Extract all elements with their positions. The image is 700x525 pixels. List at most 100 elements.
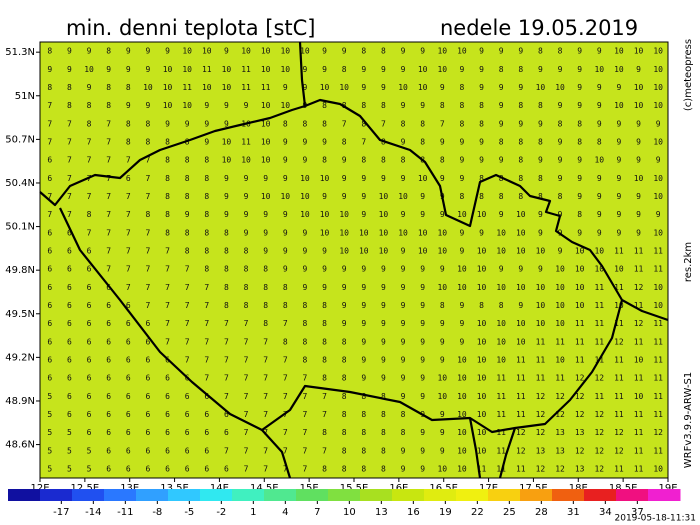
grid-value: 8 bbox=[303, 337, 308, 346]
grid-value: 9 bbox=[558, 137, 563, 146]
grid-value: 6 bbox=[106, 301, 111, 310]
grid-value: 9 bbox=[440, 428, 445, 437]
grid-value: 6 bbox=[146, 428, 151, 437]
grid-value: 11 bbox=[496, 410, 506, 419]
grid-value: 9 bbox=[440, 83, 445, 92]
grid-value: 8 bbox=[361, 392, 366, 401]
grid-value: 9 bbox=[303, 265, 308, 274]
grid-value: 9 bbox=[401, 47, 406, 56]
grid-value: 8 bbox=[361, 410, 366, 419]
grid-value: 5 bbox=[47, 464, 52, 473]
y-tick-label: 49.5N bbox=[5, 309, 35, 320]
grid-value: 6 bbox=[126, 355, 131, 364]
grid-value: 6 bbox=[185, 392, 190, 401]
grid-value: 12 bbox=[555, 464, 565, 473]
grid-value: 11 bbox=[594, 392, 604, 401]
grid-value: 7 bbox=[165, 283, 170, 292]
grid-value: 7 bbox=[47, 210, 52, 219]
grid-value: 9 bbox=[499, 47, 504, 56]
grid-value: 11 bbox=[496, 428, 506, 437]
grid-value: 9 bbox=[420, 47, 425, 56]
grid-value: 7 bbox=[126, 192, 131, 201]
grid-value: 9 bbox=[185, 210, 190, 219]
grid-value: 10 bbox=[653, 83, 663, 92]
x-tick-label: 17.5E bbox=[519, 483, 548, 494]
grid-value: 10 bbox=[182, 65, 192, 74]
grid-value: 5 bbox=[47, 410, 52, 419]
grid-value: 9 bbox=[656, 210, 661, 219]
x-tick-label: 19E bbox=[658, 483, 677, 494]
grid-value: 9 bbox=[460, 337, 465, 346]
y-tick-label: 50.1N bbox=[5, 222, 35, 233]
grid-value: 9 bbox=[342, 301, 347, 310]
grid-value: 8 bbox=[303, 119, 308, 128]
grid-value: 6 bbox=[67, 228, 72, 237]
grid-value: 8 bbox=[146, 119, 151, 128]
grid-value: 10 bbox=[653, 101, 663, 110]
grid-value: 11 bbox=[653, 246, 663, 255]
grid-value: 9 bbox=[617, 156, 622, 165]
grid-value: 10 bbox=[163, 65, 173, 74]
grid-value: 9 bbox=[597, 228, 602, 237]
grid-value: 9 bbox=[401, 301, 406, 310]
grid-value: 10 bbox=[241, 156, 251, 165]
grid-value: 10 bbox=[477, 410, 487, 419]
grid-value: 10 bbox=[653, 47, 663, 56]
grid-value: 6 bbox=[67, 392, 72, 401]
grid-value: 9 bbox=[597, 83, 602, 92]
grid-value: 7 bbox=[146, 228, 151, 237]
grid-value: 6 bbox=[224, 464, 229, 473]
x-tick-label: 12.5E bbox=[71, 483, 100, 494]
grid-value: 9 bbox=[479, 65, 484, 74]
grid-value: 13 bbox=[555, 446, 565, 455]
grid-value: 11 bbox=[653, 265, 663, 274]
grid-value: 6 bbox=[67, 410, 72, 419]
grid-value: 8 bbox=[244, 301, 249, 310]
grid-value: 11 bbox=[575, 355, 585, 364]
grid-value: 12 bbox=[594, 410, 604, 419]
grid-value: 9 bbox=[342, 47, 347, 56]
grid-value: 8 bbox=[224, 228, 229, 237]
grid-value: 11 bbox=[634, 265, 644, 274]
grid-value: 9 bbox=[499, 101, 504, 110]
grid-value: 7 bbox=[185, 355, 190, 364]
grid-value: 9 bbox=[420, 355, 425, 364]
grid-value: 9 bbox=[440, 355, 445, 364]
grid-value: 8 bbox=[106, 101, 111, 110]
grid-value: 10 bbox=[653, 464, 663, 473]
grid-value: 7 bbox=[283, 374, 288, 383]
grid-value: 10 bbox=[614, 301, 624, 310]
grid-value: 10 bbox=[261, 65, 271, 74]
grid-value: 7 bbox=[67, 192, 72, 201]
grid-value: 10 bbox=[261, 137, 271, 146]
grid-value: 9 bbox=[440, 210, 445, 219]
grid-value: 9 bbox=[577, 156, 582, 165]
grid-value: 8 bbox=[381, 410, 386, 419]
grid-value: 8 bbox=[381, 428, 386, 437]
grid-value: 9 bbox=[636, 119, 641, 128]
grid-value: 8 bbox=[558, 192, 563, 201]
grid-value: 8 bbox=[361, 119, 366, 128]
grid-value: 6 bbox=[47, 355, 52, 364]
grid-value: 12 bbox=[575, 446, 585, 455]
grid-value: 10 bbox=[555, 319, 565, 328]
colorbar-tick-label: 22 bbox=[471, 507, 484, 518]
grid-value: 7 bbox=[67, 156, 72, 165]
grid-value: 11 bbox=[594, 337, 604, 346]
grid-value: 13 bbox=[536, 446, 546, 455]
grid-value: 8 bbox=[342, 65, 347, 74]
grid-value: 7 bbox=[67, 210, 72, 219]
grid-value: 7 bbox=[244, 319, 249, 328]
grid-value: 10 bbox=[477, 210, 487, 219]
grid-value: 8 bbox=[538, 101, 543, 110]
grid-value: 8 bbox=[381, 156, 386, 165]
grid-value: 10 bbox=[496, 228, 506, 237]
grid-value: 9 bbox=[479, 83, 484, 92]
grid-value: 8 bbox=[342, 392, 347, 401]
grid-value: 11 bbox=[653, 337, 663, 346]
grid-value: 5 bbox=[87, 464, 92, 473]
grid-value: 6 bbox=[146, 410, 151, 419]
grid-value: 8 bbox=[204, 174, 209, 183]
grid-value: 9 bbox=[322, 65, 327, 74]
grid-value: 8 bbox=[204, 192, 209, 201]
